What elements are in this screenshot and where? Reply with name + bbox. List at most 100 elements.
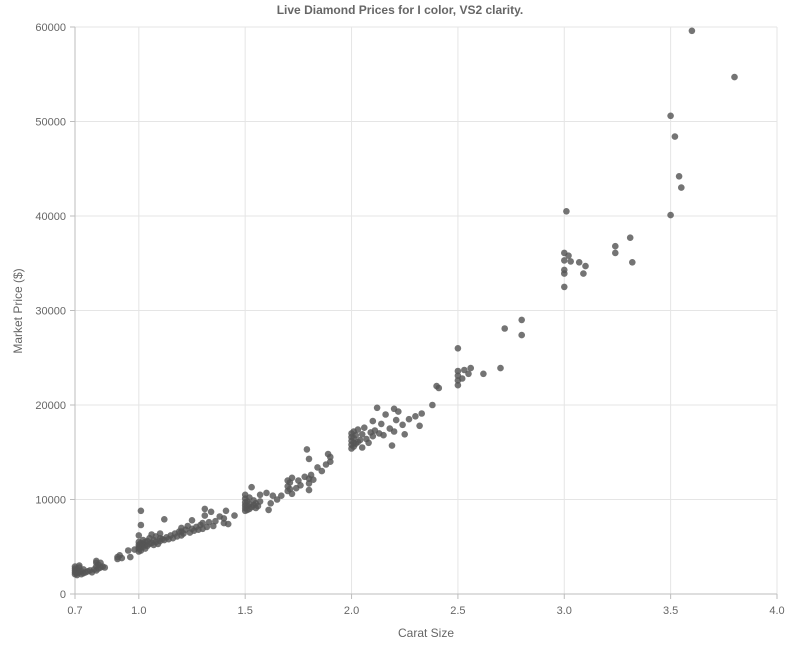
data-point bbox=[205, 518, 213, 526]
data-point bbox=[303, 446, 311, 453]
data-point bbox=[626, 234, 634, 241]
data-point bbox=[461, 366, 468, 374]
y-tick-label: 40000 bbox=[35, 211, 66, 223]
data-point bbox=[305, 486, 313, 494]
data-point bbox=[222, 507, 230, 515]
data-point bbox=[305, 455, 313, 463]
data-point bbox=[575, 259, 583, 266]
data-point bbox=[388, 442, 396, 449]
data-point bbox=[416, 422, 423, 430]
data-point bbox=[220, 515, 228, 522]
data-point bbox=[356, 436, 364, 444]
data-point bbox=[518, 331, 525, 339]
data-point bbox=[467, 364, 475, 372]
data-point bbox=[361, 424, 368, 432]
data-point bbox=[580, 270, 587, 277]
data-point bbox=[373, 404, 381, 412]
data-point bbox=[288, 490, 296, 498]
data-point bbox=[561, 257, 568, 264]
x-tick-label: 0.7 bbox=[67, 605, 82, 617]
data-point bbox=[288, 474, 296, 482]
data-point bbox=[358, 431, 366, 438]
data-point bbox=[224, 520, 232, 528]
data-point bbox=[327, 458, 334, 466]
data-point bbox=[365, 439, 372, 447]
data-point bbox=[118, 554, 126, 562]
data-point bbox=[380, 431, 387, 439]
data-point bbox=[454, 367, 462, 375]
data-point bbox=[418, 410, 426, 417]
data-point bbox=[561, 283, 568, 291]
data-point bbox=[256, 491, 264, 499]
y-tick-label: 10000 bbox=[35, 495, 66, 507]
x-tick-label: 2.0 bbox=[344, 605, 359, 617]
data-point bbox=[248, 483, 255, 491]
data-point bbox=[314, 464, 321, 471]
data-point bbox=[127, 553, 134, 561]
data-point bbox=[201, 512, 209, 519]
data-point bbox=[378, 420, 385, 428]
data-point bbox=[201, 505, 209, 513]
chart-title: Live Diamond Prices for I color, VS2 cla… bbox=[277, 3, 524, 17]
data-point bbox=[412, 413, 419, 420]
data-point bbox=[675, 173, 683, 180]
data-point bbox=[135, 532, 143, 539]
x-tick-label: 1.5 bbox=[238, 605, 253, 617]
data-point bbox=[405, 415, 413, 423]
grid bbox=[74, 26, 778, 595]
data-point bbox=[688, 27, 696, 35]
data-point bbox=[137, 521, 145, 529]
data-point bbox=[678, 184, 685, 191]
data-point bbox=[518, 316, 525, 324]
data-point bbox=[161, 516, 168, 523]
data-point bbox=[265, 506, 272, 514]
y-axis-label: Market Price ($) bbox=[11, 268, 25, 353]
x-tick-label: 2.5 bbox=[450, 605, 465, 617]
data-point bbox=[454, 381, 462, 389]
data-point bbox=[199, 519, 206, 527]
data-point bbox=[458, 375, 466, 382]
data-point bbox=[667, 211, 674, 219]
data-point bbox=[395, 408, 402, 415]
data-point bbox=[207, 508, 215, 516]
data-point bbox=[358, 444, 366, 451]
data-point bbox=[629, 259, 636, 266]
data-point bbox=[273, 496, 281, 503]
data-point bbox=[501, 325, 509, 332]
data-point bbox=[267, 500, 275, 507]
data-point bbox=[563, 208, 570, 215]
data-point bbox=[263, 489, 270, 497]
data-point bbox=[231, 512, 238, 519]
data-point bbox=[582, 262, 589, 270]
x-tick-label: 3.0 bbox=[557, 605, 572, 617]
data-point bbox=[465, 370, 472, 378]
data-point bbox=[390, 428, 398, 435]
data-point bbox=[561, 266, 568, 274]
data-point bbox=[256, 498, 264, 505]
data-point bbox=[401, 431, 409, 438]
data-point bbox=[382, 411, 389, 418]
data-point bbox=[310, 476, 317, 484]
data-point bbox=[369, 417, 377, 425]
data-point bbox=[612, 242, 619, 250]
data-point bbox=[269, 492, 277, 500]
data-point bbox=[297, 482, 304, 489]
axes bbox=[70, 26, 778, 599]
data-point bbox=[369, 432, 377, 440]
data-point bbox=[124, 547, 132, 554]
data-point bbox=[278, 492, 285, 500]
y-tick-label: 50000 bbox=[35, 117, 66, 129]
data-point bbox=[212, 517, 219, 525]
y-tick-label: 60000 bbox=[35, 22, 66, 34]
x-tick-label: 3.5 bbox=[663, 605, 678, 617]
data-points bbox=[71, 27, 738, 579]
data-point bbox=[567, 258, 574, 265]
data-point bbox=[76, 562, 83, 569]
data-point bbox=[565, 252, 572, 259]
data-point bbox=[612, 249, 619, 257]
x-tick-label: 4.0 bbox=[769, 605, 784, 617]
data-point bbox=[392, 416, 400, 424]
data-point bbox=[327, 453, 334, 461]
data-point bbox=[137, 507, 145, 515]
